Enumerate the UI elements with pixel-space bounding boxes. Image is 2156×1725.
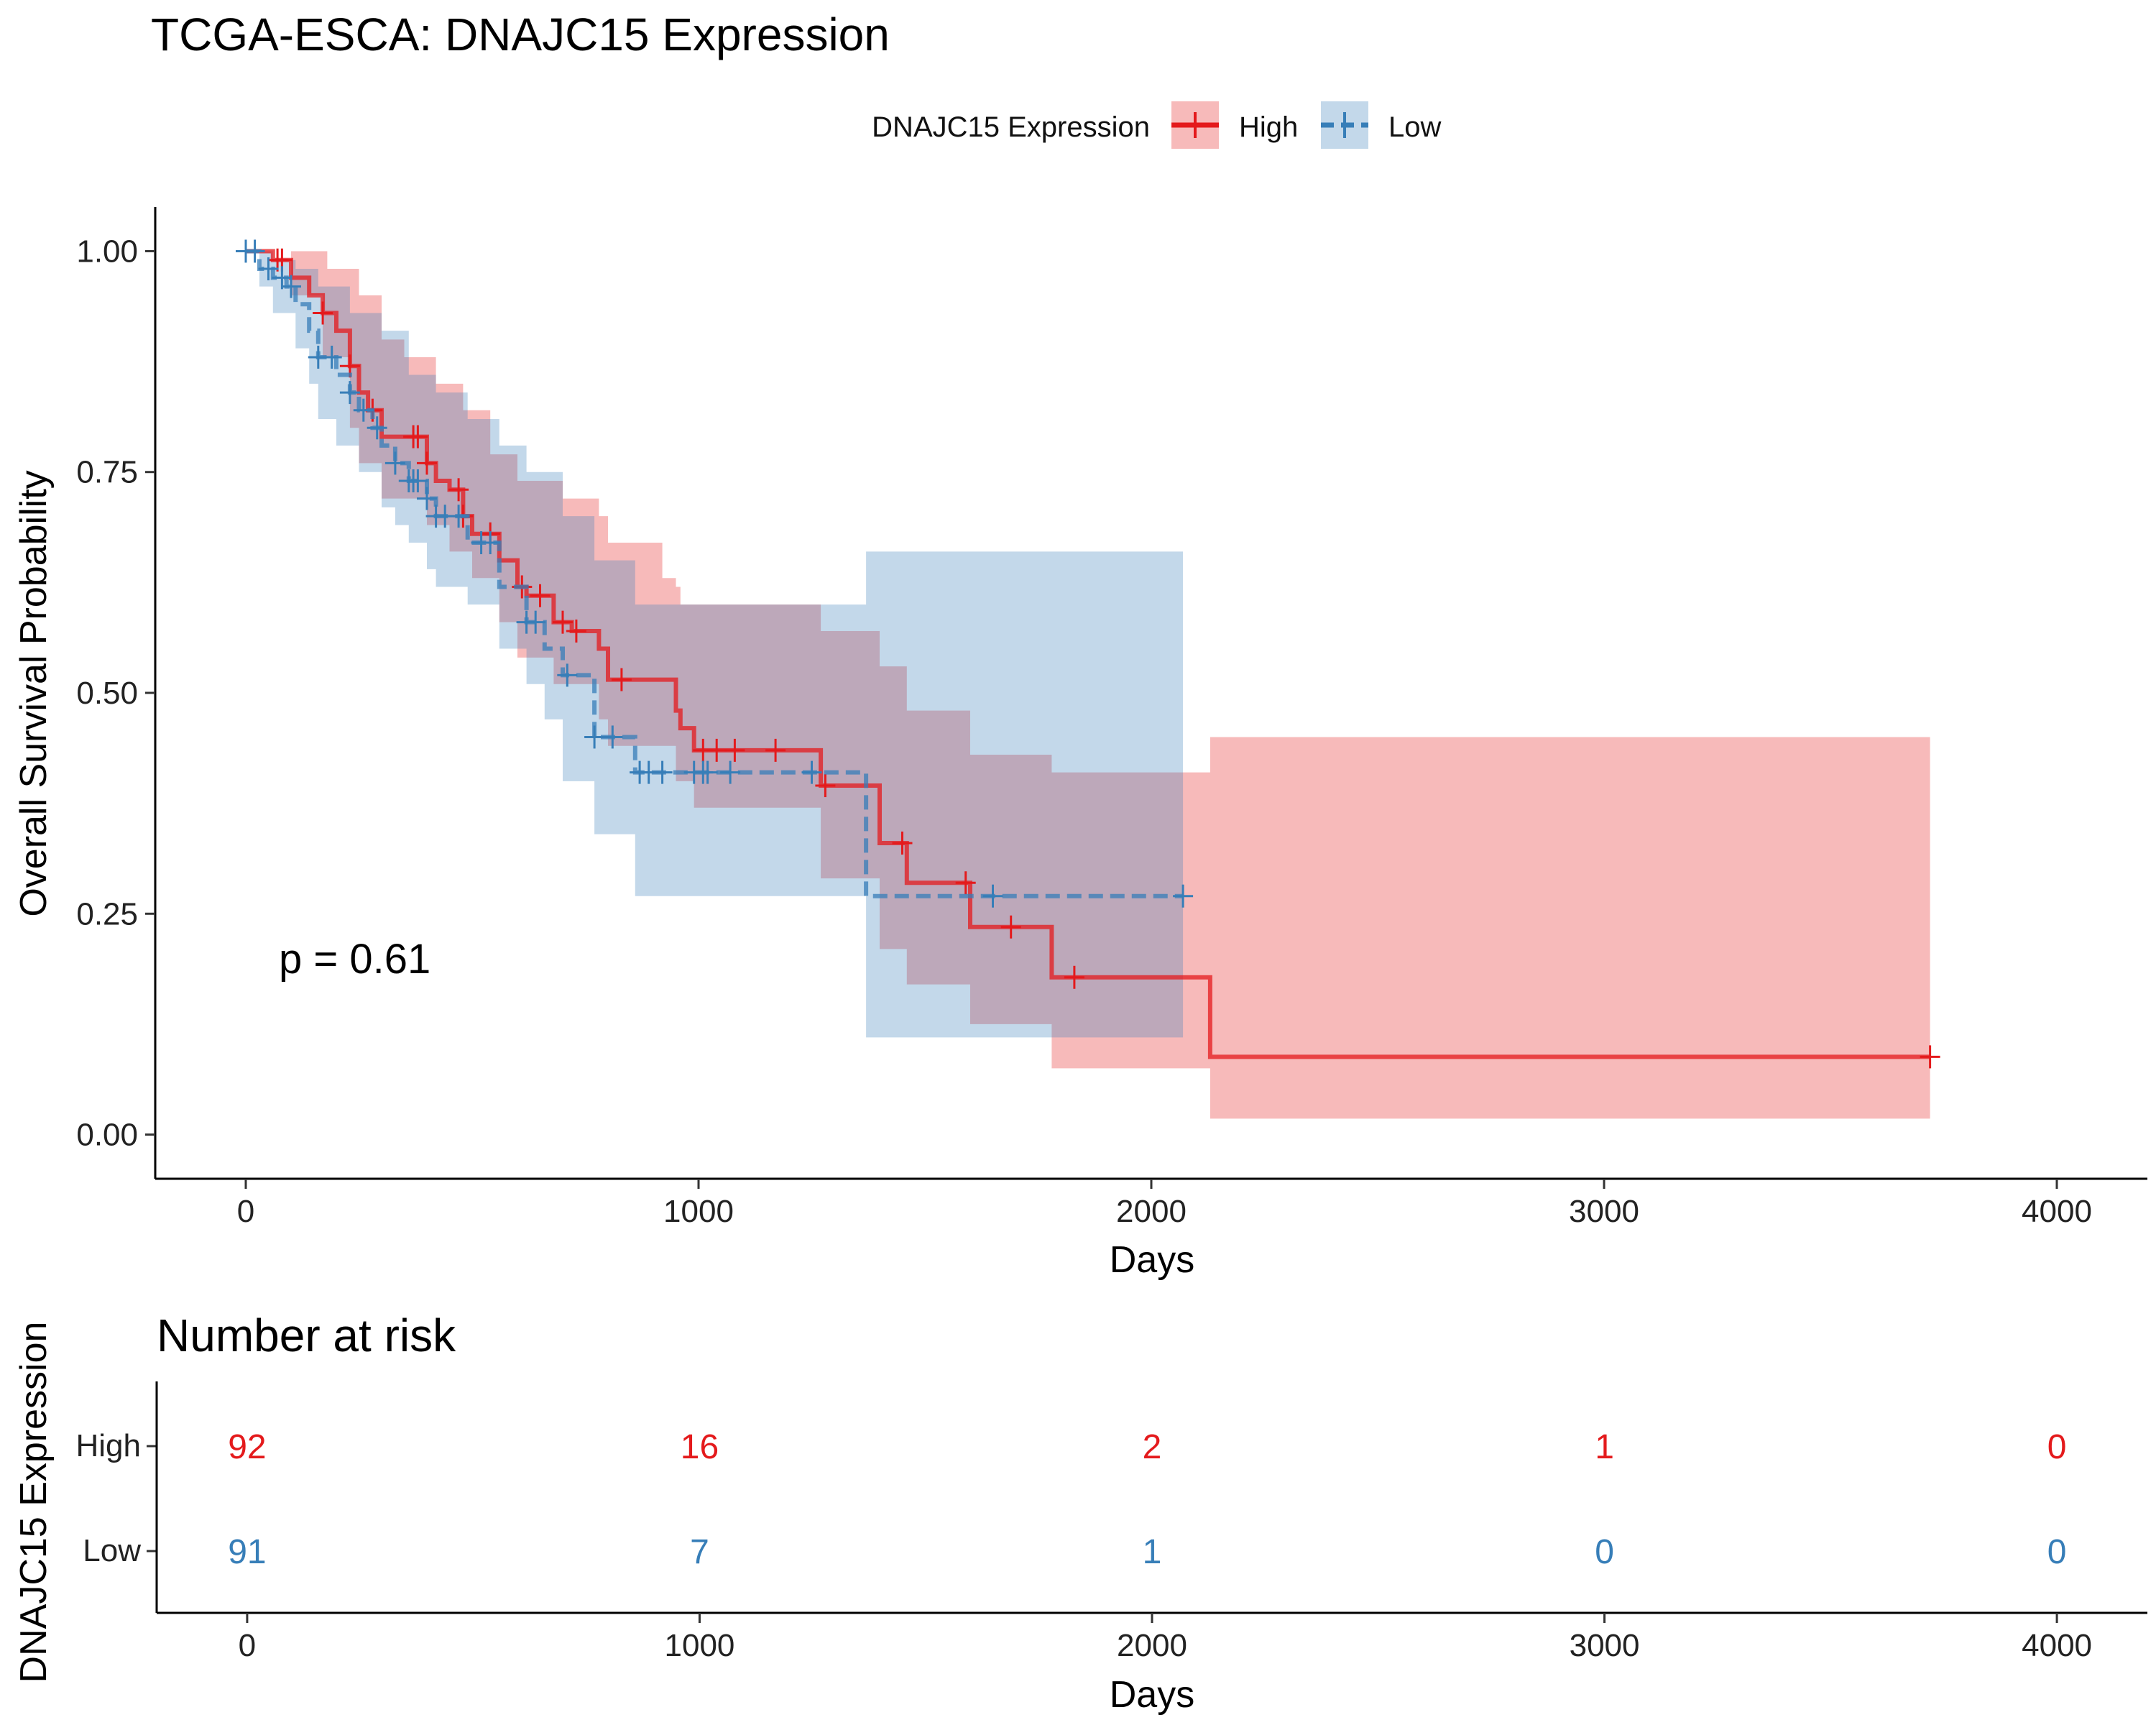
- y-tick-label: 1.00: [76, 234, 138, 269]
- censor-mark-high: [892, 831, 913, 855]
- risk-table-y-axis-title: DNAJC15 Expression: [13, 1322, 55, 1683]
- risk-count-low: 7: [690, 1533, 709, 1571]
- censor-mark-low: [407, 469, 428, 493]
- risk-count-high: 0: [2047, 1428, 2067, 1466]
- x-tick-label: 0: [237, 1194, 254, 1229]
- x-tick-label: 3000: [1569, 1194, 1639, 1229]
- censor-mark-high: [706, 738, 727, 762]
- legend: DNAJC15 Expression High Low: [872, 101, 1441, 149]
- legend-label-low: Low: [1388, 111, 1441, 143]
- survival-plot: 0.00 0.25 0.50 0.75 1.00 0 1000 2000 3000 4000: [76, 207, 2147, 1229]
- x-tick-label: 1000: [663, 1194, 734, 1229]
- y-tick-label: 0.50: [76, 676, 138, 711]
- censor-mark-low: [557, 663, 578, 687]
- risk-count-low: 91: [228, 1533, 266, 1571]
- risk-row-label-low: Low: [83, 1533, 141, 1568]
- y-tick-label: 0.25: [76, 896, 138, 932]
- risk-x-tick-label: 4000: [2022, 1628, 2092, 1663]
- censor-mark-low: [281, 275, 301, 298]
- legend-label-high: High: [1239, 111, 1298, 143]
- censor-mark-high: [611, 668, 632, 691]
- censor-mark-low: [584, 725, 605, 749]
- censor-mark-high: [1064, 965, 1084, 989]
- censor-mark-low: [720, 760, 741, 784]
- censor-mark-high: [448, 478, 469, 502]
- risk-count-low: 0: [1595, 1533, 1614, 1571]
- censor-mark-low: [697, 760, 718, 784]
- censor-mark-high: [765, 738, 786, 762]
- risk-count-high: 16: [681, 1428, 719, 1466]
- censor-mark-high: [553, 610, 573, 634]
- p-value-annotation: p = 0.61: [279, 936, 430, 983]
- censor-mark-low: [272, 266, 292, 290]
- censor-mark-high: [417, 451, 437, 475]
- censor-mark-high: [407, 425, 428, 448]
- y-axis-title: Overall Survival Probability: [13, 470, 55, 916]
- y-tick-label: 0.00: [76, 1118, 138, 1153]
- risk-count-low: 0: [2047, 1533, 2067, 1571]
- censor-mark-low: [652, 760, 673, 784]
- risk-count-high: 2: [1143, 1428, 1162, 1466]
- censor-mark-high: [955, 871, 976, 895]
- censor-mark-low: [258, 257, 279, 281]
- risk-x-tick-label: 0: [239, 1628, 256, 1663]
- y-tick-label: 0.75: [76, 455, 138, 490]
- risk-table-title: Number at risk: [157, 1310, 456, 1361]
- censor-mark-high: [724, 738, 745, 762]
- censor-mark-high: [566, 619, 586, 643]
- risk-table-x-axis-title: Days: [1110, 1674, 1194, 1716]
- chart-title: TCGA-ESCA: DNAJC15 Expression: [151, 9, 890, 60]
- censor-mark-low: [417, 487, 437, 510]
- censor-mark-low: [321, 345, 342, 369]
- censor-mark-low: [448, 505, 469, 528]
- risk-count-high: 1: [1595, 1428, 1614, 1466]
- censor-mark-low: [982, 884, 1003, 908]
- risk-count-high: 92: [228, 1428, 266, 1466]
- risk-row-label-high: High: [76, 1428, 142, 1463]
- x-tick-label: 4000: [2022, 1194, 2092, 1229]
- x-tick-label: 2000: [1116, 1194, 1187, 1229]
- censor-mark-low: [602, 725, 623, 749]
- risk-x-tick-label: 3000: [1570, 1628, 1640, 1663]
- censor-mark-low: [353, 398, 374, 422]
- censor-mark-low: [1173, 884, 1194, 908]
- censor-mark-high: [1920, 1045, 1940, 1069]
- risk-x-tick-label: 2000: [1117, 1628, 1187, 1663]
- censor-mark-high: [313, 301, 333, 325]
- censor-mark-high: [1000, 915, 1021, 939]
- censor-mark-low: [525, 610, 546, 634]
- ci-band-high: [246, 251, 1930, 1119]
- censor-mark-high: [530, 584, 550, 607]
- legend-title: DNAJC15 Expression: [872, 111, 1150, 143]
- x-axis-title: Days: [1110, 1239, 1194, 1281]
- censor-mark-low: [384, 451, 405, 475]
- risk-x-tick-label: 1000: [665, 1628, 735, 1663]
- censor-mark-low: [801, 760, 822, 784]
- censor-mark-high: [815, 774, 836, 798]
- censor-mark-low: [244, 239, 265, 263]
- ci-band-low: [246, 251, 1184, 1038]
- censor-mark-low: [367, 416, 387, 440]
- censor-mark-low: [480, 531, 501, 555]
- risk-count-low: 1: [1143, 1533, 1162, 1571]
- censor-mark-low: [339, 381, 360, 405]
